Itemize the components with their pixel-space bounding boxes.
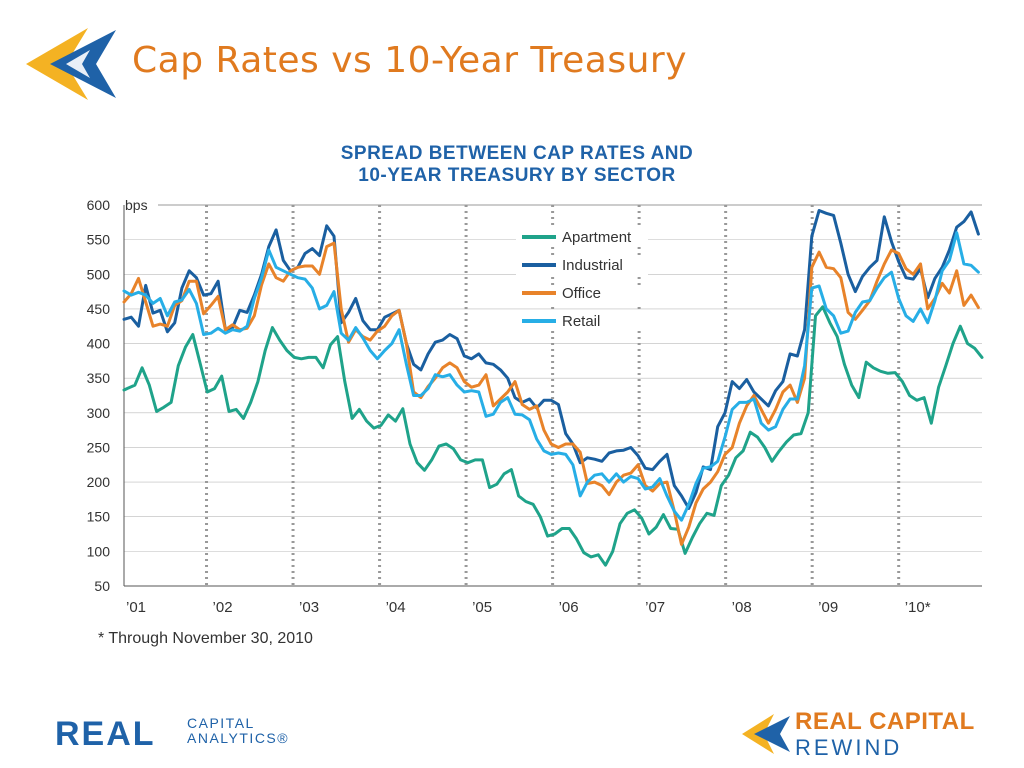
series-line-office [122,241,980,546]
x-tick-label: ’09 [818,599,838,616]
rca-logo-subtext-line-2: ANALYTICS® [187,730,290,746]
y-tick-label: 450 [87,301,111,317]
legend-label-industrial: Industrial [562,257,623,274]
legend-label-apartment: Apartment [562,229,632,246]
real-capital-analytics-logo: REAL CAPITAL ANALYTICS® [55,715,335,755]
spread-line-chart: 600 550 500 450 400 350 300 250 200 150 100 50 bps ’0… [87,197,984,616]
rewind-logo-top-text: REAL CAPITAL [795,708,975,735]
y-tick-label: 550 [87,232,111,248]
y-tick-label: 100 [87,543,111,559]
x-tick-label: ’08 [732,599,752,616]
legend-bg [516,285,648,303]
y-unit-label: bps [125,197,148,213]
series-line-retail [122,231,980,522]
slide-title: Cap Rates vs 10-Year Treasury [132,40,688,81]
x-tick-label: ’03 [299,599,319,616]
y-tick-label: 350 [87,370,111,386]
rca-chevron-logo [20,28,120,100]
chart-title-line-1: SPREAD BETWEEN CAP RATES AND [340,143,694,164]
rewind-logo-bottom-text: REWIND [795,735,903,760]
y-tick-label: 400 [87,336,111,352]
y-tick-label: 250 [87,439,111,455]
rca-logo-subtext: CAPITAL ANALYTICS® [187,716,289,746]
chart-title: SPREAD BETWEEN CAP RATES AND 10-YEAR TRE… [240,143,794,187]
x-tick-label: ’01 [126,599,146,616]
x-tick-label: ’06 [559,599,579,616]
footnote: * Through November 30, 2010 [98,630,313,647]
chart-title-line-2: 10-YEAR TREASURY BY SECTOR [358,165,676,186]
rca-logo-subtext-line-1: CAPITAL [187,715,255,731]
x-tick-label: ’02 [213,599,233,616]
y-tick-label: 300 [87,405,111,421]
x-tick-label: ’05 [472,599,492,616]
legend-bg [516,313,648,331]
legend-label-retail: Retail [562,313,600,330]
rca-logo-wordmark: REAL [55,715,156,753]
y-tick-label: 200 [87,474,111,490]
x-tick-label: ’10* [905,599,931,616]
y-tick-label: 600 [87,197,111,213]
series-line-apartment [122,305,984,567]
y-tick-label: 150 [87,509,111,525]
y-tick-label: 50 [94,578,110,594]
legend-bg [516,229,648,247]
legend-label-office: Office [562,285,601,302]
x-tick-label: ’04 [386,599,406,616]
real-capital-rewind-logo: REAL CAPITAL REWIND [740,706,1000,762]
rewind-chevron-icon [742,714,790,754]
y-tick-label: 500 [87,266,111,282]
legend-bg [516,257,648,275]
x-tick-label: ’07 [645,599,665,616]
